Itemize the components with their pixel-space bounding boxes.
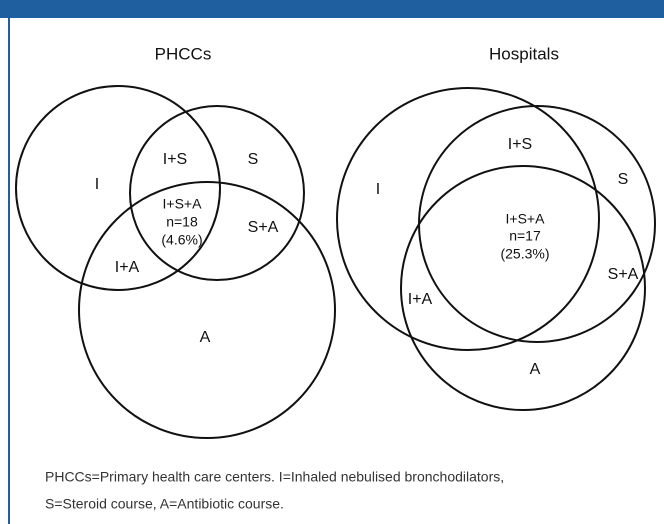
region-label: I+A: [115, 259, 140, 276]
region-label: (4.6%): [161, 232, 202, 248]
panel-title: Hospitals: [489, 44, 559, 63]
circle-i: [336, 87, 600, 351]
region-label: I: [376, 181, 380, 198]
region-label: A: [530, 361, 541, 378]
region-label: S: [618, 171, 629, 188]
region-label: I+S: [163, 151, 187, 168]
region-label: (25.3%): [500, 246, 549, 262]
region-label: I+A: [408, 291, 433, 308]
region-label: S+A: [608, 266, 639, 283]
circle-a: [78, 181, 336, 439]
region-label: n=17: [509, 228, 541, 244]
circle-i: [15, 85, 221, 291]
circle-s: [129, 105, 305, 281]
header-bar: [0, 0, 664, 18]
region-label: n=18: [166, 214, 198, 230]
region-label: S+A: [248, 219, 279, 236]
region-label: I+S+A: [163, 196, 203, 212]
hospitals-venn: Hospitals I+S S I I+S+A n=17 (25.3%) S+A…: [336, 44, 656, 411]
region-label: I+S: [508, 136, 532, 153]
region-label: A: [200, 329, 211, 346]
region-label: S: [248, 151, 259, 168]
circle-a: [400, 165, 646, 411]
region-label: I+S+A: [506, 211, 546, 227]
caption-line: S=Steroid course, A=Antibiotic course.: [45, 496, 284, 512]
panel-title: PHCCs: [155, 44, 212, 63]
caption-line: PHCCs=Primary health care centers. I=Inh…: [45, 469, 504, 485]
region-label: I: [95, 176, 99, 193]
phccs-venn: PHCCs I I+S S I+S+A n=18 (4.6%) S+A I+A …: [15, 44, 336, 439]
